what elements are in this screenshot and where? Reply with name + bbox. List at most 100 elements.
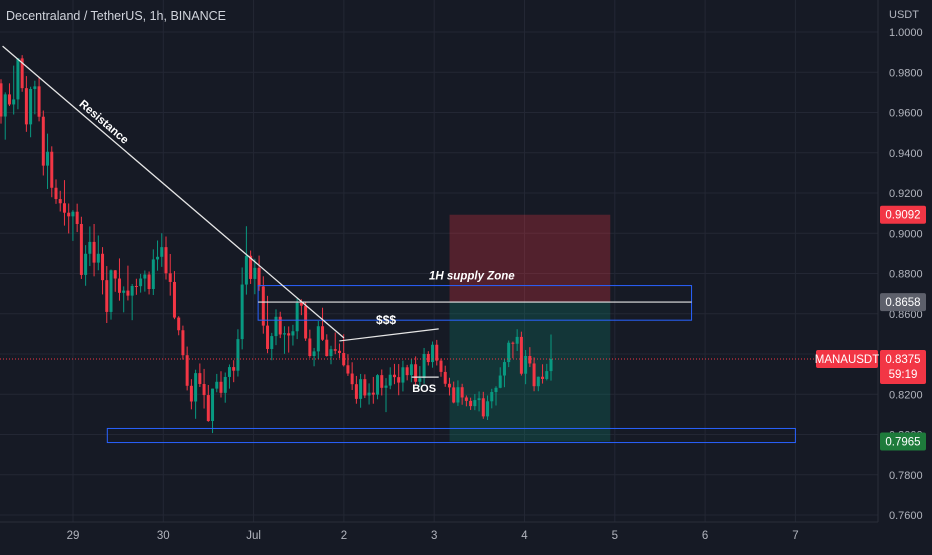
candle[interactable]: [185, 346, 189, 391]
candle[interactable]: [113, 270, 117, 292]
candle[interactable]: [333, 332, 337, 355]
candle[interactable]: [206, 384, 210, 422]
candle[interactable]: [350, 362, 354, 391]
candle[interactable]: [282, 326, 286, 354]
candle[interactable]: [363, 374, 367, 399]
candle[interactable]: [101, 247, 105, 295]
candle[interactable]: [278, 311, 282, 339]
candle[interactable]: [426, 351, 430, 366]
candle[interactable]: [67, 203, 71, 234]
candle[interactable]: [536, 376, 540, 392]
candle[interactable]: [342, 334, 346, 367]
candle[interactable]: [549, 334, 553, 381]
supply-zone[interactable]: [257, 285, 693, 321]
candle[interactable]: [295, 297, 299, 340]
candle[interactable]: [79, 216, 83, 279]
candle[interactable]: [354, 375, 358, 404]
candle[interactable]: [143, 270, 147, 292]
candle[interactable]: [371, 376, 375, 404]
candle[interactable]: [270, 332, 274, 361]
candle[interactable]: [50, 146, 54, 198]
price-axis[interactable]: 1.0000 0.9800 0.9600 0.9400 0.9200 0.9000 0.88…: [889, 27, 923, 522]
candle[interactable]: [215, 373, 219, 393]
candle[interactable]: [219, 371, 223, 398]
candle[interactable]: [473, 394, 477, 411]
candle[interactable]: [367, 383, 371, 405]
candle[interactable]: [198, 363, 202, 388]
candle[interactable]: [329, 345, 333, 365]
candle[interactable]: [401, 360, 405, 392]
candle[interactable]: [291, 324, 295, 346]
candle[interactable]: [147, 271, 151, 295]
candle[interactable]: [134, 278, 138, 295]
candle[interactable]: [240, 267, 244, 350]
candle[interactable]: [109, 269, 113, 320]
candle[interactable]: [409, 359, 413, 383]
candle[interactable]: [359, 373, 363, 408]
candle[interactable]: [75, 203, 79, 233]
candle[interactable]: [92, 223, 96, 277]
resistance-line[interactable]: [2, 45, 345, 339]
candle[interactable]: [122, 286, 126, 313]
candle[interactable]: [456, 380, 460, 406]
candle[interactable]: [54, 179, 58, 204]
candle[interactable]: [418, 366, 422, 387]
candle[interactable]: [274, 309, 278, 346]
candle[interactable]: [253, 258, 257, 295]
candle[interactable]: [308, 329, 312, 358]
candle[interactable]: [477, 391, 481, 412]
candle[interactable]: [139, 273, 143, 293]
candle[interactable]: [494, 386, 498, 406]
candle[interactable]: [388, 367, 392, 390]
candle[interactable]: [431, 341, 435, 368]
candle[interactable]: [16, 58, 20, 110]
candle[interactable]: [160, 233, 164, 267]
candle[interactable]: [156, 240, 160, 271]
candle[interactable]: [376, 374, 380, 400]
candle[interactable]: [172, 271, 176, 320]
candle[interactable]: [532, 357, 536, 392]
candle[interactable]: [46, 133, 50, 189]
candle[interactable]: [223, 372, 227, 403]
candle[interactable]: [460, 383, 464, 405]
candle[interactable]: [3, 92, 7, 140]
candle[interactable]: [266, 295, 270, 354]
candle[interactable]: [312, 347, 316, 367]
candle[interactable]: [244, 226, 248, 295]
candle[interactable]: [151, 249, 155, 296]
candle[interactable]: [380, 369, 384, 396]
candle[interactable]: [304, 302, 308, 341]
candle[interactable]: [498, 367, 502, 389]
candle[interactable]: [130, 283, 134, 321]
candle[interactable]: [227, 364, 231, 389]
candle[interactable]: [515, 329, 519, 351]
candle[interactable]: [439, 358, 443, 377]
liquidity-line[interactable]: [339, 328, 439, 342]
candle[interactable]: [189, 379, 193, 410]
candle[interactable]: [62, 180, 66, 226]
candle[interactable]: [337, 343, 341, 359]
candle[interactable]: [287, 326, 291, 353]
candle[interactable]: [405, 364, 409, 381]
candle[interactable]: [541, 364, 545, 384]
candle[interactable]: [105, 266, 109, 324]
candle[interactable]: [502, 358, 506, 388]
candle[interactable]: [511, 341, 515, 359]
candle[interactable]: [469, 397, 473, 410]
candle[interactable]: [12, 65, 16, 115]
stop-loss-zone[interactable]: [449, 214, 611, 303]
candle[interactable]: [71, 210, 75, 241]
candle[interactable]: [346, 354, 350, 376]
candle[interactable]: [443, 365, 447, 387]
candle[interactable]: [88, 226, 92, 267]
candle[interactable]: [0, 79, 3, 124]
candle[interactable]: [321, 307, 325, 341]
candle[interactable]: [126, 265, 130, 301]
candle[interactable]: [257, 255, 261, 291]
candle[interactable]: [249, 250, 253, 284]
candle[interactable]: [58, 190, 62, 212]
candle[interactable]: [486, 395, 490, 421]
candle[interactable]: [29, 86, 33, 138]
demand-zone[interactable]: [106, 427, 796, 444]
